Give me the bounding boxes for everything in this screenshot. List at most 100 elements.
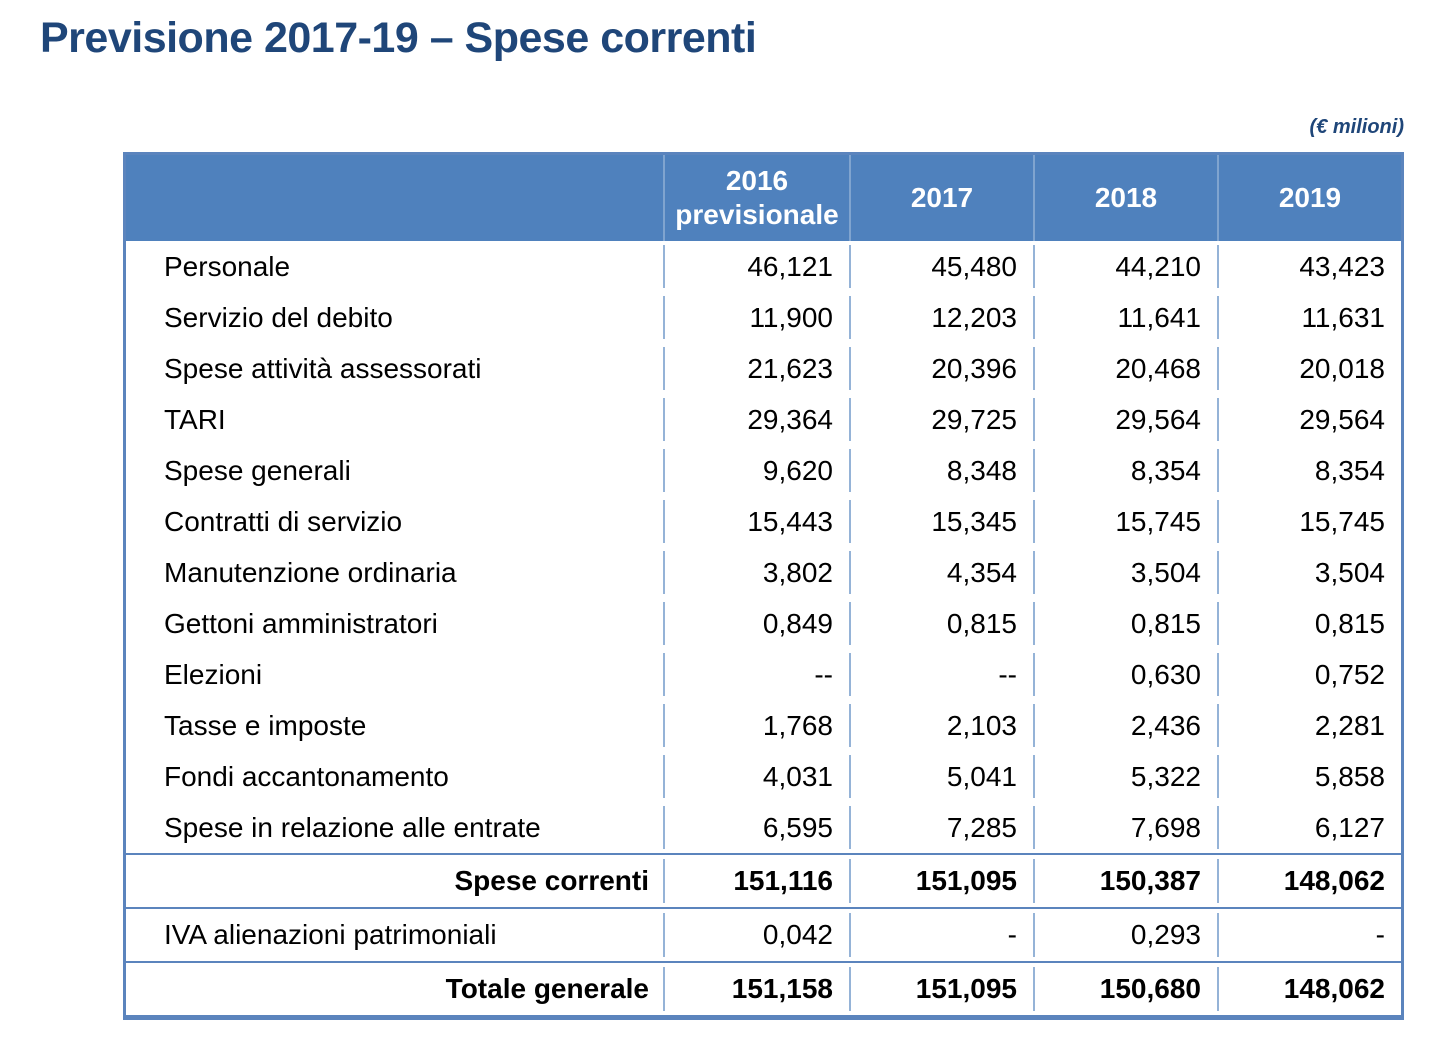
total-label: Totale generale (445, 973, 649, 1004)
value-2018: 44,210 (1033, 241, 1217, 292)
value-2017: 12,203 (849, 292, 1033, 343)
value-2019: 0,815 (1217, 598, 1401, 649)
value-2017: 29,725 (849, 394, 1033, 445)
value-2016: 11,900 (663, 292, 849, 343)
table-row-manutenzione-ordinaria: Manutenzione ordinaria 3,802 4,354 3,504… (126, 547, 1401, 598)
row-label: Personale (164, 250, 291, 282)
value-2017: 45,480 (849, 241, 1033, 292)
row-label: IVA alienazioni patrimoniali (164, 919, 497, 950)
table-row-tari: TARI 29,364 29,725 29,564 29,564 (126, 394, 1401, 445)
value-2018: 0,815 (1033, 598, 1217, 649)
table-row-gettoni-amministratori: Gettoni amministratori 0,849 0,815 0,815… (126, 598, 1401, 649)
value-2018: 150,387 (1033, 855, 1217, 907)
total-row-totale-generale: Totale generale 151,158 151,095 150,680 … (126, 961, 1401, 1015)
value-2016: 151,116 (663, 855, 849, 907)
header-cell-2019: 2019 (1217, 155, 1401, 241)
table-row-spese-attivita-assessorati: Spese attività assessorati 21,623 20,396… (126, 343, 1401, 394)
value-2017: 2,103 (849, 700, 1033, 751)
page-title: Previsione 2017-19 – Spese correnti (40, 14, 757, 62)
value-2017: 7,285 (849, 802, 1033, 853)
value-2018: 20,468 (1033, 343, 1217, 394)
value-2016: 29,364 (663, 394, 849, 445)
header-cell-2017: 2017 (849, 155, 1033, 241)
value-2018: 0,293 (1033, 909, 1217, 961)
table-row-iva-alienazioni-patrimoniali: IVA alienazioni patrimoniali 0,042 - 0,2… (126, 907, 1401, 961)
header-2016-line1: 2016 (725, 164, 789, 196)
row-label: Manutenzione ordinaria (164, 556, 457, 588)
value-2018: 150,680 (1033, 963, 1217, 1015)
row-label: Fondi accantonamento (164, 760, 449, 792)
header-cell-2018: 2018 (1033, 155, 1217, 241)
table-row-tasse-e-imposte: Tasse e imposte 1,768 2,103 2,436 2,281 (126, 700, 1401, 751)
table-row-contratti-di-servizio: Contratti di servizio 15,443 15,345 15,7… (126, 496, 1401, 547)
value-2017: 151,095 (849, 855, 1033, 907)
value-2016: 1,768 (663, 700, 849, 751)
value-2016: 3,802 (663, 547, 849, 598)
header-cell-empty (126, 155, 663, 241)
value-2019: - (1217, 909, 1401, 961)
row-label: Gettoni amministratori (164, 607, 438, 639)
value-2016: 9,620 (663, 445, 849, 496)
table-header-row: 2016 previsionale 2017 2018 2019 (126, 155, 1401, 241)
table-row-servizio-del-debito: Servizio del debito 11,900 12,203 11,641… (126, 292, 1401, 343)
value-2016: 21,623 (663, 343, 849, 394)
value-2016: -- (663, 649, 849, 700)
value-2019: 2,281 (1217, 700, 1401, 751)
table-row-elezioni: Elezioni -- -- 0,630 0,752 (126, 649, 1401, 700)
value-2019: 148,062 (1217, 855, 1401, 907)
value-2016: 15,443 (663, 496, 849, 547)
row-label: TARI (164, 403, 226, 435)
header-cell-2016-previsionale: 2016 previsionale (663, 155, 849, 241)
value-2019: 15,745 (1217, 496, 1401, 547)
value-2017: 15,345 (849, 496, 1033, 547)
table-row-spese-generali: Spese generali 9,620 8,348 8,354 8,354 (126, 445, 1401, 496)
value-2019: 29,564 (1217, 394, 1401, 445)
value-2017: - (849, 909, 1033, 961)
value-2019: 3,504 (1217, 547, 1401, 598)
value-2017: 4,354 (849, 547, 1033, 598)
value-2019: 11,631 (1217, 292, 1401, 343)
value-2018: 8,354 (1033, 445, 1217, 496)
row-label: Elezioni (164, 658, 263, 690)
total-row-spese-correnti: Spese correnti 151,116 151,095 150,387 1… (126, 853, 1401, 907)
value-2018: 11,641 (1033, 292, 1217, 343)
table-row-fondi-accantonamento: Fondi accantonamento 4,031 5,041 5,322 5… (126, 751, 1401, 802)
value-2018: 7,698 (1033, 802, 1217, 853)
value-2018: 15,745 (1033, 496, 1217, 547)
value-2017: 0,815 (849, 598, 1033, 649)
row-label: Spese in relazione alle entrate (164, 811, 541, 843)
table-row-personale: Personale 46,121 45,480 44,210 43,423 (126, 241, 1401, 292)
row-label: Tasse e imposte (164, 709, 367, 741)
value-2018: 2,436 (1033, 700, 1217, 751)
value-2016: 151,158 (663, 963, 849, 1015)
table-row-spese-in-relazione-alle-entrate: Spese in relazione alle entrate 6,595 7,… (126, 802, 1401, 853)
row-label: Spese attività assessorati (164, 352, 482, 384)
row-label: Contratti di servizio (164, 505, 403, 537)
value-2019: 0,752 (1217, 649, 1401, 700)
value-2019: 6,127 (1217, 802, 1401, 853)
expenses-table: 2016 previsionale 2017 2018 2019 Persona… (123, 152, 1404, 1020)
row-label: Servizio del debito (164, 301, 393, 333)
header-2016-line2: previsionale (675, 199, 839, 230)
value-2018: 29,564 (1033, 394, 1217, 445)
row-label: Spese generali (164, 454, 351, 486)
value-2016: 0,849 (663, 598, 849, 649)
value-2016: 6,595 (663, 802, 849, 853)
value-2019: 43,423 (1217, 241, 1401, 292)
value-2016: 4,031 (663, 751, 849, 802)
value-2018: 0,630 (1033, 649, 1217, 700)
value-2019: 148,062 (1217, 963, 1401, 1015)
unit-note: (€ milioni) (1309, 116, 1404, 138)
value-2017: -- (849, 649, 1033, 700)
value-2017: 5,041 (849, 751, 1033, 802)
total-label: Spese correnti (454, 865, 649, 896)
value-2016: 46,121 (663, 241, 849, 292)
value-2017: 20,396 (849, 343, 1033, 394)
value-2019: 8,354 (1217, 445, 1401, 496)
value-2019: 20,018 (1217, 343, 1401, 394)
value-2018: 3,504 (1033, 547, 1217, 598)
value-2017: 8,348 (849, 445, 1033, 496)
value-2018: 5,322 (1033, 751, 1217, 802)
value-2019: 5,858 (1217, 751, 1401, 802)
